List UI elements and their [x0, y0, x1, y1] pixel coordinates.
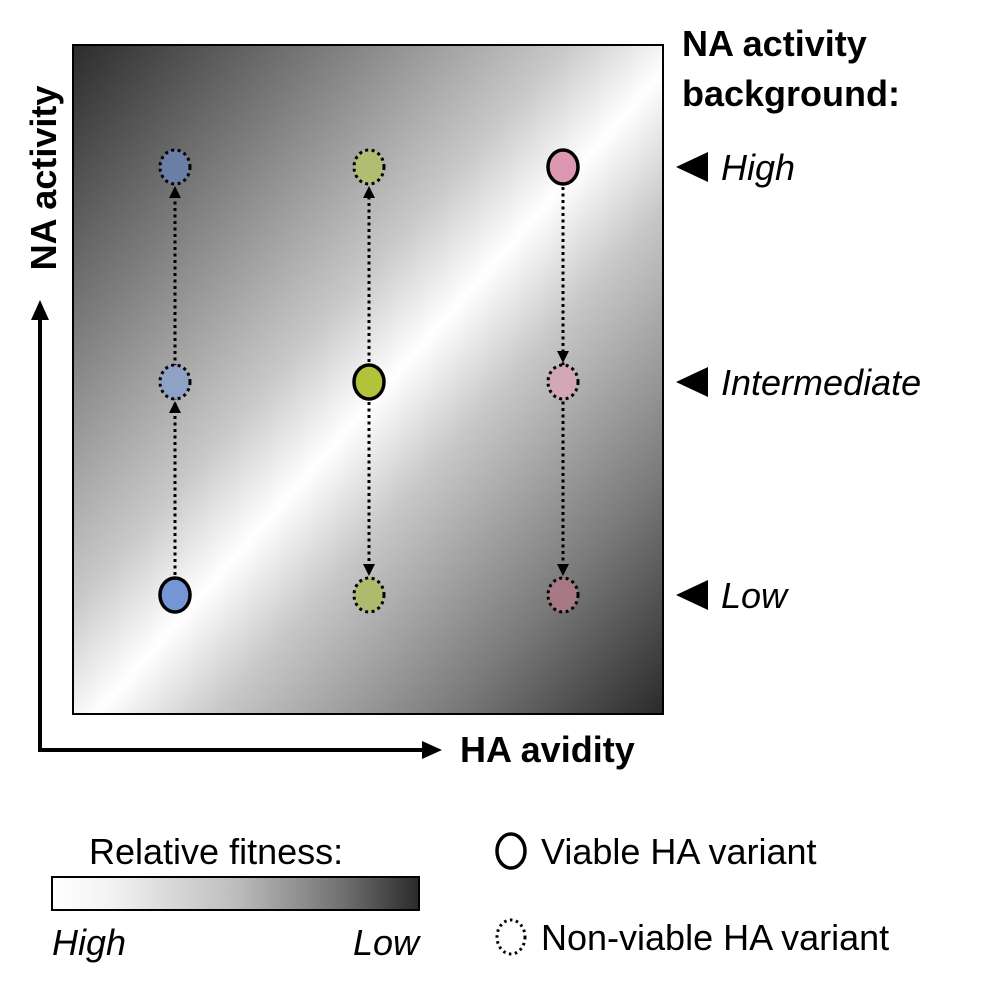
triangle-pointer-icon	[676, 367, 708, 397]
y-axis-arrow	[31, 300, 49, 750]
arrowhead-icon	[363, 564, 375, 576]
nonviable-node-blue-intermediate	[158, 363, 192, 401]
viable-node-green-intermediate	[352, 363, 386, 401]
nonviable-node-green-high	[352, 148, 386, 186]
background-legend-title-line2: background:	[682, 73, 900, 114]
fitness-legend-title: Relative fitness:	[89, 831, 343, 872]
level-label-intermediate: Intermediate	[721, 362, 921, 403]
viable-node-blue-low	[158, 576, 192, 614]
viable-node-pink-high	[546, 148, 580, 186]
level-label-low: Low	[721, 575, 789, 616]
x-axis-label: HA avidity	[460, 729, 635, 770]
nonviable-variant-label: Non-viable HA variant	[541, 917, 889, 958]
nonviable-node-green-low	[352, 576, 386, 614]
arrowhead-icon	[169, 186, 181, 198]
arrowhead-icon	[169, 401, 181, 413]
nonviable-node-blue-high	[158, 148, 192, 186]
arrowhead-icon	[557, 564, 569, 576]
viable-variant-label: Viable HA variant	[541, 831, 817, 872]
background-legend-title-line1: NA activity	[682, 23, 867, 64]
fitness-gradient-bar	[51, 876, 420, 911]
y-axis-label: NA activity	[23, 86, 64, 271]
variant-nodes	[158, 148, 580, 614]
triangle-pointer-icon	[676, 152, 708, 182]
triangle-pointer-icon	[676, 580, 708, 610]
level-marker-intermediate: Intermediate	[676, 362, 921, 403]
nonviable-dotted-circle-icon	[495, 918, 527, 956]
level-marker-high: High	[676, 147, 795, 188]
level-label-high: High	[721, 147, 795, 188]
viable-circle-icon	[495, 832, 527, 870]
fitness-legend-high-label: High	[52, 922, 126, 963]
x-axis-arrow	[38, 741, 442, 759]
nonviable-node-pink-intermediate	[546, 363, 580, 401]
level-marker-low: Low	[676, 575, 789, 616]
arrowhead-icon	[363, 186, 375, 198]
nonviable-node-pink-low	[546, 576, 580, 614]
fitness-legend-low-label: Low	[353, 922, 421, 963]
